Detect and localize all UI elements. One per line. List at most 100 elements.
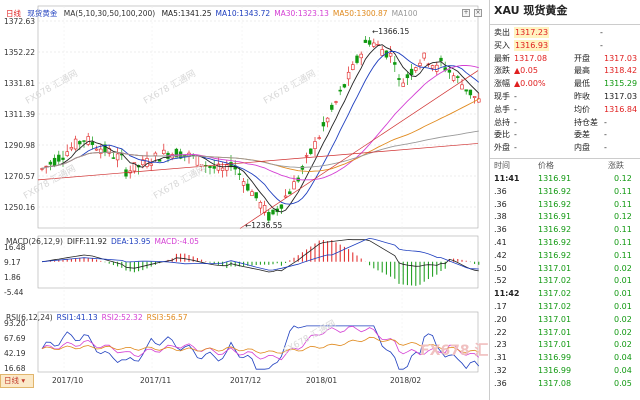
axis-tick-label: 1270.57 bbox=[4, 172, 36, 181]
candle-body bbox=[48, 161, 53, 165]
tick-price: 1316.92 bbox=[538, 199, 572, 209]
indicator-value: RSI2:52.32 bbox=[101, 313, 143, 322]
tick-change: 0.02 bbox=[614, 263, 632, 273]
quote-value: - bbox=[604, 143, 607, 153]
tick-change: 0.05 bbox=[614, 378, 632, 388]
axis-tick-label: 16.48 bbox=[4, 243, 26, 252]
instrument-label: 现货黄金 bbox=[27, 9, 58, 18]
axis-tick-label: 1352.22 bbox=[4, 48, 36, 57]
time-tick-label: 2017/11 bbox=[140, 376, 172, 385]
candle-body bbox=[388, 52, 393, 57]
tick-price: 1317.01 bbox=[538, 314, 572, 324]
candle-body bbox=[246, 183, 250, 191]
tick-time: .36 bbox=[494, 199, 507, 209]
tick-price: 1316.99 bbox=[538, 353, 572, 363]
candle-body bbox=[115, 153, 120, 161]
candle-body bbox=[334, 101, 338, 103]
tick-row: .23 1317.01 0.02 bbox=[490, 339, 640, 351]
axis-tick-label: 1290.98 bbox=[4, 141, 36, 150]
candle-body bbox=[212, 166, 216, 169]
kline-chart[interactable] bbox=[0, 0, 488, 400]
quote-value: - bbox=[604, 130, 607, 140]
quote-title: XAU 现货黄金 bbox=[494, 4, 568, 17]
axis-tick-label: -5.44 bbox=[4, 288, 24, 297]
quote-label: 涨跌 bbox=[494, 66, 510, 76]
tick-row: .42 1316.92 0.11 bbox=[490, 250, 640, 262]
quote-row: 涨跌 ▲0.05 最高 1318.42 bbox=[490, 65, 640, 76]
quote-row: 买入 1316.93 - bbox=[490, 39, 640, 51]
tick-row: 11:41 1316.91 0.12 bbox=[490, 173, 640, 185]
candle-body bbox=[132, 162, 137, 172]
candle-body bbox=[65, 151, 69, 156]
candle-body bbox=[393, 62, 397, 65]
quote-row: 外盘 - 内盘 - bbox=[490, 142, 640, 153]
quote-label: 均价 bbox=[574, 104, 590, 114]
tick-change: 0.02 bbox=[614, 340, 632, 350]
candle-body bbox=[208, 165, 212, 168]
tick-time: 11:41 bbox=[494, 174, 520, 183]
ma-value: MA100 bbox=[391, 9, 418, 18]
candle-body bbox=[279, 204, 284, 209]
trend-line bbox=[37, 143, 479, 181]
time-tick-label: 2017/10 bbox=[52, 376, 84, 385]
time-tick-label: 2017/12 bbox=[230, 376, 262, 385]
tick-price: 1317.02 bbox=[538, 289, 572, 299]
candle-body bbox=[99, 148, 103, 154]
candle-body bbox=[283, 195, 288, 198]
ma-legend: 日线 现货黄金 MA(5,10,30,50,100,200) MA5:1341.… bbox=[6, 8, 425, 19]
candle-body bbox=[111, 157, 116, 159]
macd-legend: MACD(26,12,9) DIFF:11.92 DEA:13.95 MACD:-4.… bbox=[6, 237, 203, 246]
candle-body bbox=[250, 191, 254, 196]
tick-row: .41 1316.92 0.11 bbox=[490, 237, 640, 249]
tick-price: 1316.92 bbox=[538, 238, 572, 247]
zoom-button[interactable]: + bbox=[462, 9, 470, 17]
tick-row: .36 1316.92 0.11 bbox=[490, 186, 640, 198]
divider bbox=[490, 24, 640, 25]
quote-value: 1317.23 bbox=[514, 27, 550, 38]
candle-body bbox=[346, 71, 351, 80]
candle-body bbox=[90, 141, 95, 145]
tick-time: 11:42 bbox=[494, 289, 520, 299]
tick-time: .36 bbox=[494, 186, 507, 196]
candle-body bbox=[464, 89, 468, 92]
candle-body bbox=[422, 52, 426, 59]
candle-body bbox=[149, 163, 153, 166]
candle-body bbox=[359, 53, 363, 59]
quote-extra: - bbox=[600, 40, 603, 50]
tick-price: 1317.01 bbox=[538, 327, 572, 337]
macd-dea-line bbox=[41, 237, 479, 271]
tick-change: 0.11 bbox=[614, 199, 632, 209]
kline-chart-area[interactable]: 日线 现货黄金 MA(5,10,30,50,100,200) MA5:1341.… bbox=[0, 0, 488, 400]
candle-body bbox=[145, 158, 149, 167]
quote-label: 最新 bbox=[494, 53, 510, 63]
period-tab-daily[interactable]: 日线 ▾ bbox=[0, 374, 34, 388]
axis-tick-label: 9.17 bbox=[4, 258, 21, 267]
tick-row: .36 1316.92 0.11 bbox=[490, 199, 640, 211]
candle-body bbox=[61, 157, 65, 160]
tick-row: .20 1317.01 0.02 bbox=[490, 314, 640, 326]
candle-body bbox=[292, 181, 296, 190]
axis-tick-label: 1.86 bbox=[4, 273, 21, 282]
candle-body bbox=[162, 149, 166, 155]
tick-change: 0.04 bbox=[614, 366, 632, 375]
ma-values: MA5:1341.25 MA10:1343.72 MA30:1323.13 MA50:… bbox=[162, 9, 422, 18]
tick-time: .32 bbox=[494, 366, 507, 375]
tick-change: 0.04 bbox=[614, 353, 632, 363]
candle-body bbox=[460, 84, 464, 90]
candle-body bbox=[456, 76, 460, 78]
candle-body bbox=[435, 64, 439, 72]
candle-body bbox=[447, 69, 452, 73]
high-annotation: ←1366.15 bbox=[372, 27, 410, 36]
ma-line bbox=[41, 65, 479, 181]
candle-body bbox=[267, 212, 271, 221]
settings-button[interactable]: × bbox=[474, 9, 482, 17]
quote-value: 1317.03 bbox=[604, 53, 638, 63]
axis-tick-label: 1372.63 bbox=[4, 17, 36, 26]
candle-body bbox=[40, 168, 44, 170]
candle-body bbox=[57, 154, 61, 162]
candle-body bbox=[174, 148, 179, 158]
quote-value: 1316.84 bbox=[604, 104, 638, 114]
ma-line bbox=[41, 51, 480, 205]
tick-price: 1317.08 bbox=[538, 378, 572, 388]
tick-change: 0.02 bbox=[614, 314, 632, 324]
